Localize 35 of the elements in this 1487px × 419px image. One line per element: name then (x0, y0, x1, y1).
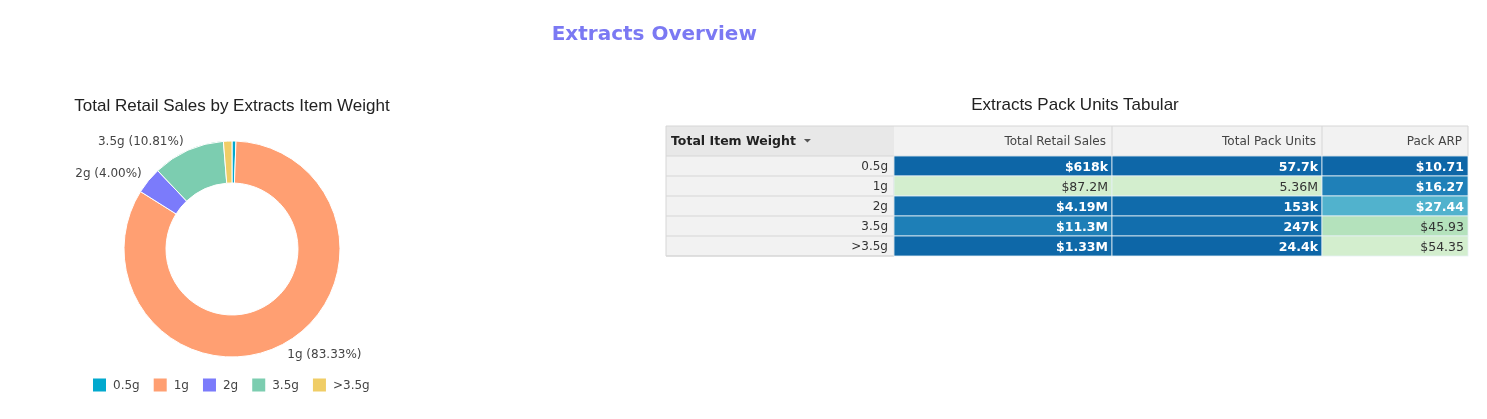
chart-title: Extracts Pack Units Tabular (971, 95, 1180, 114)
legend-label: 3.5g (272, 377, 299, 392)
data-label: 153k (1283, 198, 1319, 214)
data-label: 3.5g (10.81%) (97, 134, 184, 149)
data-label: $27.44 (1415, 198, 1465, 214)
x-tick-label: Total Pack Units (1221, 133, 1316, 148)
y-tick-label: 0.5g (861, 159, 888, 173)
y-tick-label: >3.5g (851, 239, 888, 253)
legend-label: 0.5g (113, 377, 140, 392)
y-tick-label: 2g (872, 199, 888, 213)
data-label: $1.33M (1056, 238, 1108, 254)
x-tick-label: Total Retail Sales (1003, 133, 1106, 148)
data-label: $618k (1064, 158, 1109, 174)
data-label: $45.93 (1420, 218, 1464, 234)
legend-label: 1g (173, 377, 189, 392)
data-label: 5.36M (1279, 178, 1318, 194)
x-tick-label: Pack ARP (1406, 133, 1462, 148)
data-label: $54.35 (1420, 238, 1464, 254)
data-label: $16.27 (1415, 178, 1464, 194)
y-tick-label: 1g (872, 179, 888, 193)
data-label: 2g (4.00%) (75, 166, 142, 181)
data-label: 247k (1283, 218, 1319, 234)
legend-label: 2g (222, 377, 239, 392)
data-label: 57.7k (1278, 158, 1319, 174)
data-label: $4.19M (1056, 198, 1108, 214)
text: Extracts Overview (551, 21, 757, 45)
data-label: 24.4k (1278, 238, 1319, 254)
data-label: 1g (83.33%) (287, 347, 362, 362)
y-tick-label: 3.5g (861, 219, 888, 233)
y-axis-title: Total Item Weight (671, 132, 796, 148)
data-label: $87.2M (1061, 178, 1108, 194)
data-label: $11.3M (1056, 218, 1108, 234)
chart-title: Total Retail Sales by Extracts Item Weight (74, 96, 390, 115)
legend-label: >3.5g (332, 377, 370, 392)
data-label: $10.71 (1415, 158, 1464, 174)
